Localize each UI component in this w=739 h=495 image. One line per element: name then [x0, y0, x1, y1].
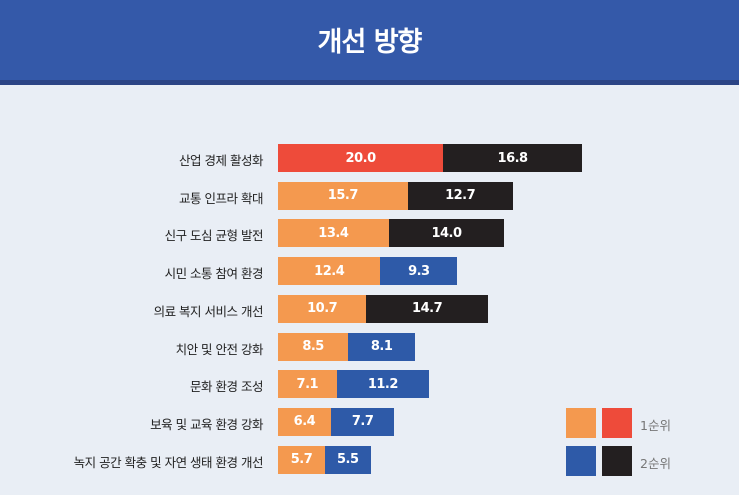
- bar-segment-1: 20.0: [278, 144, 444, 172]
- bar-segment-2: 8.1: [348, 332, 416, 361]
- category-label: 산업 경제 활성화: [179, 153, 263, 168]
- data-label: 10.7: [307, 301, 338, 317]
- data-label: 7.7: [351, 414, 374, 430]
- legend-swatch: [602, 408, 632, 438]
- legend-swatch: [566, 408, 596, 438]
- data-label: 14.0: [431, 225, 462, 241]
- data-label: 5.5: [337, 452, 359, 468]
- chart-title: 개선 방향: [317, 27, 423, 58]
- bar-segment-1: 12.4: [278, 257, 381, 286]
- data-label: 5.7: [290, 452, 313, 468]
- data-label: 7.1: [296, 376, 319, 392]
- category-label: 시민 소통 참여 환경: [164, 266, 264, 282]
- bar-segment-1: 15.7: [278, 181, 408, 210]
- category-label: 문화 환경 조성: [190, 379, 263, 395]
- data-label: 15.7: [327, 188, 359, 204]
- data-label: 14.7: [412, 301, 443, 317]
- legend-swatch: [602, 446, 632, 476]
- bar-segment-1: 6.4: [278, 407, 331, 436]
- bar-segment-1: 13.4: [278, 219, 389, 248]
- header-banner: [0, 0, 739, 85]
- category-label: 신구 도심 균형 발전: [164, 228, 264, 244]
- bar-segment-2: 11.2: [336, 370, 430, 399]
- bar-segment-2: 14.0: [388, 219, 505, 248]
- category-label: 교통 인프라 확대: [179, 190, 263, 206]
- bar-segment-2: 12.7: [407, 181, 513, 210]
- data-label: 20.0: [345, 150, 377, 166]
- bar-segment-2: 9.3: [380, 257, 458, 286]
- legend-label: 1순위: [640, 418, 671, 433]
- category-label: 치안 및 안전 강화: [175, 341, 264, 357]
- data-label: 13.4: [318, 225, 349, 241]
- bar-segment-1: 8.5: [278, 332, 349, 361]
- data-label: 12.7: [445, 188, 476, 204]
- legend-swatch: [566, 446, 596, 476]
- bar-segment-1: 10.7: [278, 294, 367, 323]
- data-label: 9.3: [408, 263, 430, 279]
- data-label: 16.8: [497, 150, 529, 166]
- data-label: 12.4: [314, 263, 345, 279]
- bar-segment-2: 7.7: [330, 407, 395, 436]
- bar-segment-1: 5.7: [278, 445, 326, 474]
- bar-segment-1: 7.1: [278, 370, 337, 399]
- category-label: 녹지 공간 확충 및 자연 생태 환경 개선: [73, 454, 264, 470]
- legend-label: 2순위: [640, 456, 671, 471]
- bar-segment-2: 16.8: [443, 144, 582, 172]
- bar-segment-2: 5.5: [325, 445, 371, 474]
- data-label: 11.2: [367, 376, 399, 392]
- data-label: 8.1: [370, 339, 393, 354]
- category-label: 보육 및 교육 환경 강화: [150, 416, 263, 432]
- data-label: 6.4: [293, 414, 316, 430]
- category-label: 의료 복지 서비스 개선: [153, 303, 264, 319]
- bar-segment-2: 14.7: [366, 294, 488, 323]
- data-label: 8.5: [302, 339, 324, 354]
